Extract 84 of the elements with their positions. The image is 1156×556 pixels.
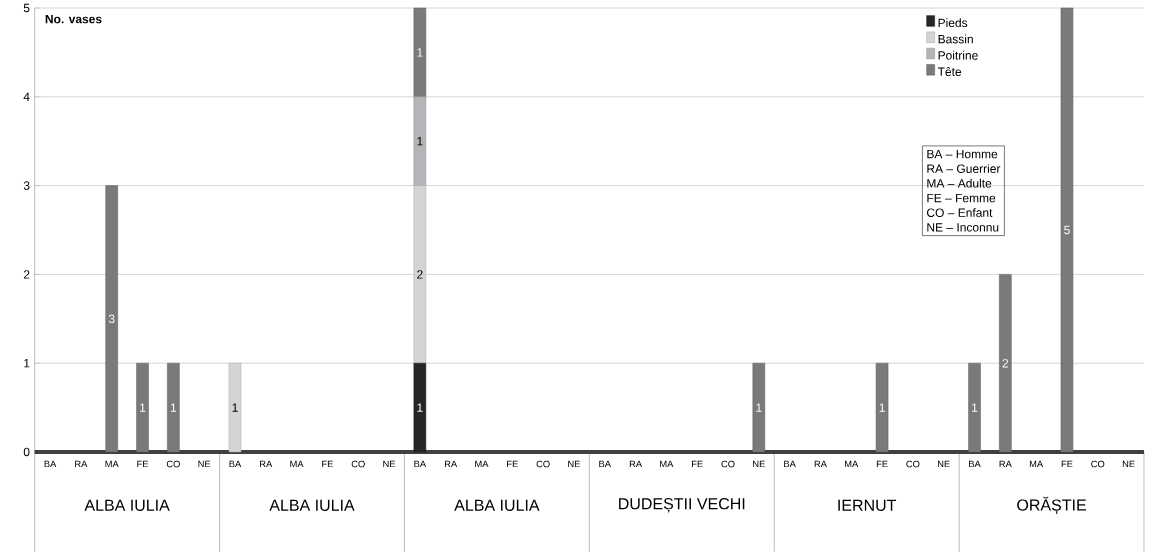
x-tick-label: CO [166, 460, 180, 468]
annotation: CO – Enfant [927, 208, 993, 217]
x-tick-label: MA [290, 460, 304, 468]
x-tick-label: FE [507, 460, 518, 468]
data-label: 1 [170, 403, 177, 412]
x-tick-label: MA [475, 460, 489, 468]
bar [413, 96, 427, 186]
x-tick-label: FE [1061, 460, 1073, 468]
x-tick-label: CO [351, 460, 365, 468]
x-tick-label: RA [75, 460, 88, 468]
bar [875, 362, 889, 453]
x-tick-label: BA [599, 460, 611, 468]
x-tick-label: BA [784, 460, 796, 468]
bar [167, 362, 180, 453]
x-tick-label: FE [692, 460, 703, 468]
annotation: RA – Guerrier [927, 164, 1001, 173]
data-label: 1 [756, 403, 762, 412]
x-tick-label: NE [198, 460, 211, 468]
x-tick-label: NE [937, 460, 950, 468]
data-label: 1 [417, 137, 423, 146]
x-tick-label: MA [845, 460, 859, 468]
bar [136, 362, 149, 453]
text: ALBA IULIA [269, 499, 355, 511]
legend-label: Poitrine [938, 50, 978, 60]
x-tick-label: NE [568, 460, 580, 468]
x-tick-label: FE [137, 460, 149, 468]
x-tick-label: NE [1122, 460, 1135, 468]
x-tick-label: NE [383, 460, 396, 468]
x-tick-label: BA [969, 460, 981, 468]
text: IERNUT [838, 499, 897, 511]
bar [105, 185, 118, 453]
bar [1060, 7, 1074, 453]
x-tick-label: BA [44, 460, 57, 468]
x-tick-label: FE [322, 460, 333, 468]
data-label: 1 [417, 403, 423, 412]
bar [968, 362, 981, 453]
x-tick-label: MA [660, 460, 674, 468]
x-tick-label: RA [814, 460, 827, 468]
data-label: 5 [1064, 225, 1070, 235]
x-tick-label: BA [414, 460, 427, 468]
x-tick-label: MA [1029, 460, 1044, 468]
y-tick-label: 0 [23, 447, 30, 457]
y-tick-label: 2 [23, 270, 30, 279]
data-label: 3 [108, 314, 115, 324]
y-tick-label: 4 [23, 92, 30, 101]
text: ORĂȘTIE [1017, 496, 1086, 514]
data-label: 1 [140, 403, 146, 412]
x-tick-label: RA [629, 460, 643, 468]
y-tick-label: 5 [23, 3, 30, 13]
x-tick-label: FE [876, 460, 888, 468]
x-tick-label: RA [444, 460, 458, 468]
x-tick-label: BA [229, 460, 242, 468]
bar [999, 274, 1012, 453]
data-label: 1 [232, 403, 238, 412]
annotation: BA – Homme [927, 149, 998, 159]
y-axis-title: No. vases [45, 14, 102, 24]
legend-label: Bassin [938, 34, 973, 44]
bar [413, 185, 427, 364]
bar [752, 362, 766, 453]
data-label: 2 [417, 270, 423, 279]
x-tick-label: NE [753, 460, 765, 468]
legend-label: Tête [937, 67, 962, 76]
data-label: 1 [879, 403, 885, 412]
y-tick-label: 3 [23, 181, 30, 190]
x-tick-label: RA [260, 460, 273, 468]
annotation: FE – Femme [927, 193, 996, 203]
y-tick-label: 1 [24, 359, 30, 368]
annotation: NE – Inconnu [927, 223, 999, 232]
annotation: MA – Adulte [927, 178, 992, 188]
x-tick-label: CO [721, 460, 735, 468]
data-label: 1 [417, 48, 423, 57]
text: ALBA IULIA [454, 499, 540, 511]
x-tick-label: CO [1091, 460, 1105, 468]
legend-label: Pieds [938, 18, 968, 28]
x-tick-label: CO [536, 460, 550, 468]
data-label: 1 [972, 403, 978, 412]
text: ALBA IULIA [84, 499, 170, 511]
data-label: 2 [1002, 358, 1009, 368]
bar [413, 7, 427, 98]
x-tick-label: RA [999, 460, 1012, 468]
bar [413, 362, 427, 453]
x-tick-label: MA [105, 460, 119, 468]
x-tick-label: CO [906, 460, 920, 468]
text: DUDEȘTII VECHI [619, 498, 745, 513]
